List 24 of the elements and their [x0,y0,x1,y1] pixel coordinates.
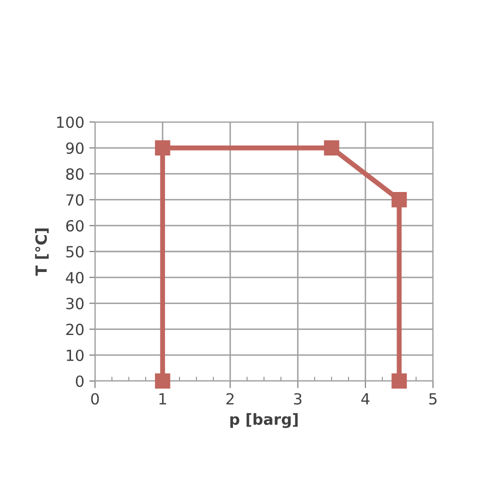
y-tick-label: 60 [66,220,84,232]
y-tick-label: 30 [66,298,84,310]
x-tick-label: 4 [361,393,370,404]
point [392,373,407,389]
point [392,192,407,208]
y-tick-label: 0 [76,375,84,388]
y-tick-label: 100 [57,116,84,128]
x-axis-title: p [barg] [230,413,298,428]
y-axis-title: T [°C] [35,228,49,276]
y-tick-label: 10 [66,350,84,362]
x-tick-label: 1 [159,393,166,404]
y-tick-label: 50 [66,246,84,258]
point [324,140,340,156]
x-tick-label: 3 [294,393,302,405]
x-tick-label: 2 [226,393,234,404]
y-tick-label: 40 [66,272,84,284]
x-tick-label: 0 [91,393,99,405]
y-tick-label: 90 [66,142,84,154]
point [154,373,170,389]
point [154,140,170,156]
y-tick-label: 80 [66,168,84,180]
x-tick-label: 5 [429,393,437,405]
y-tick-label: 70 [66,194,84,206]
y-tick-label: 20 [66,324,84,336]
